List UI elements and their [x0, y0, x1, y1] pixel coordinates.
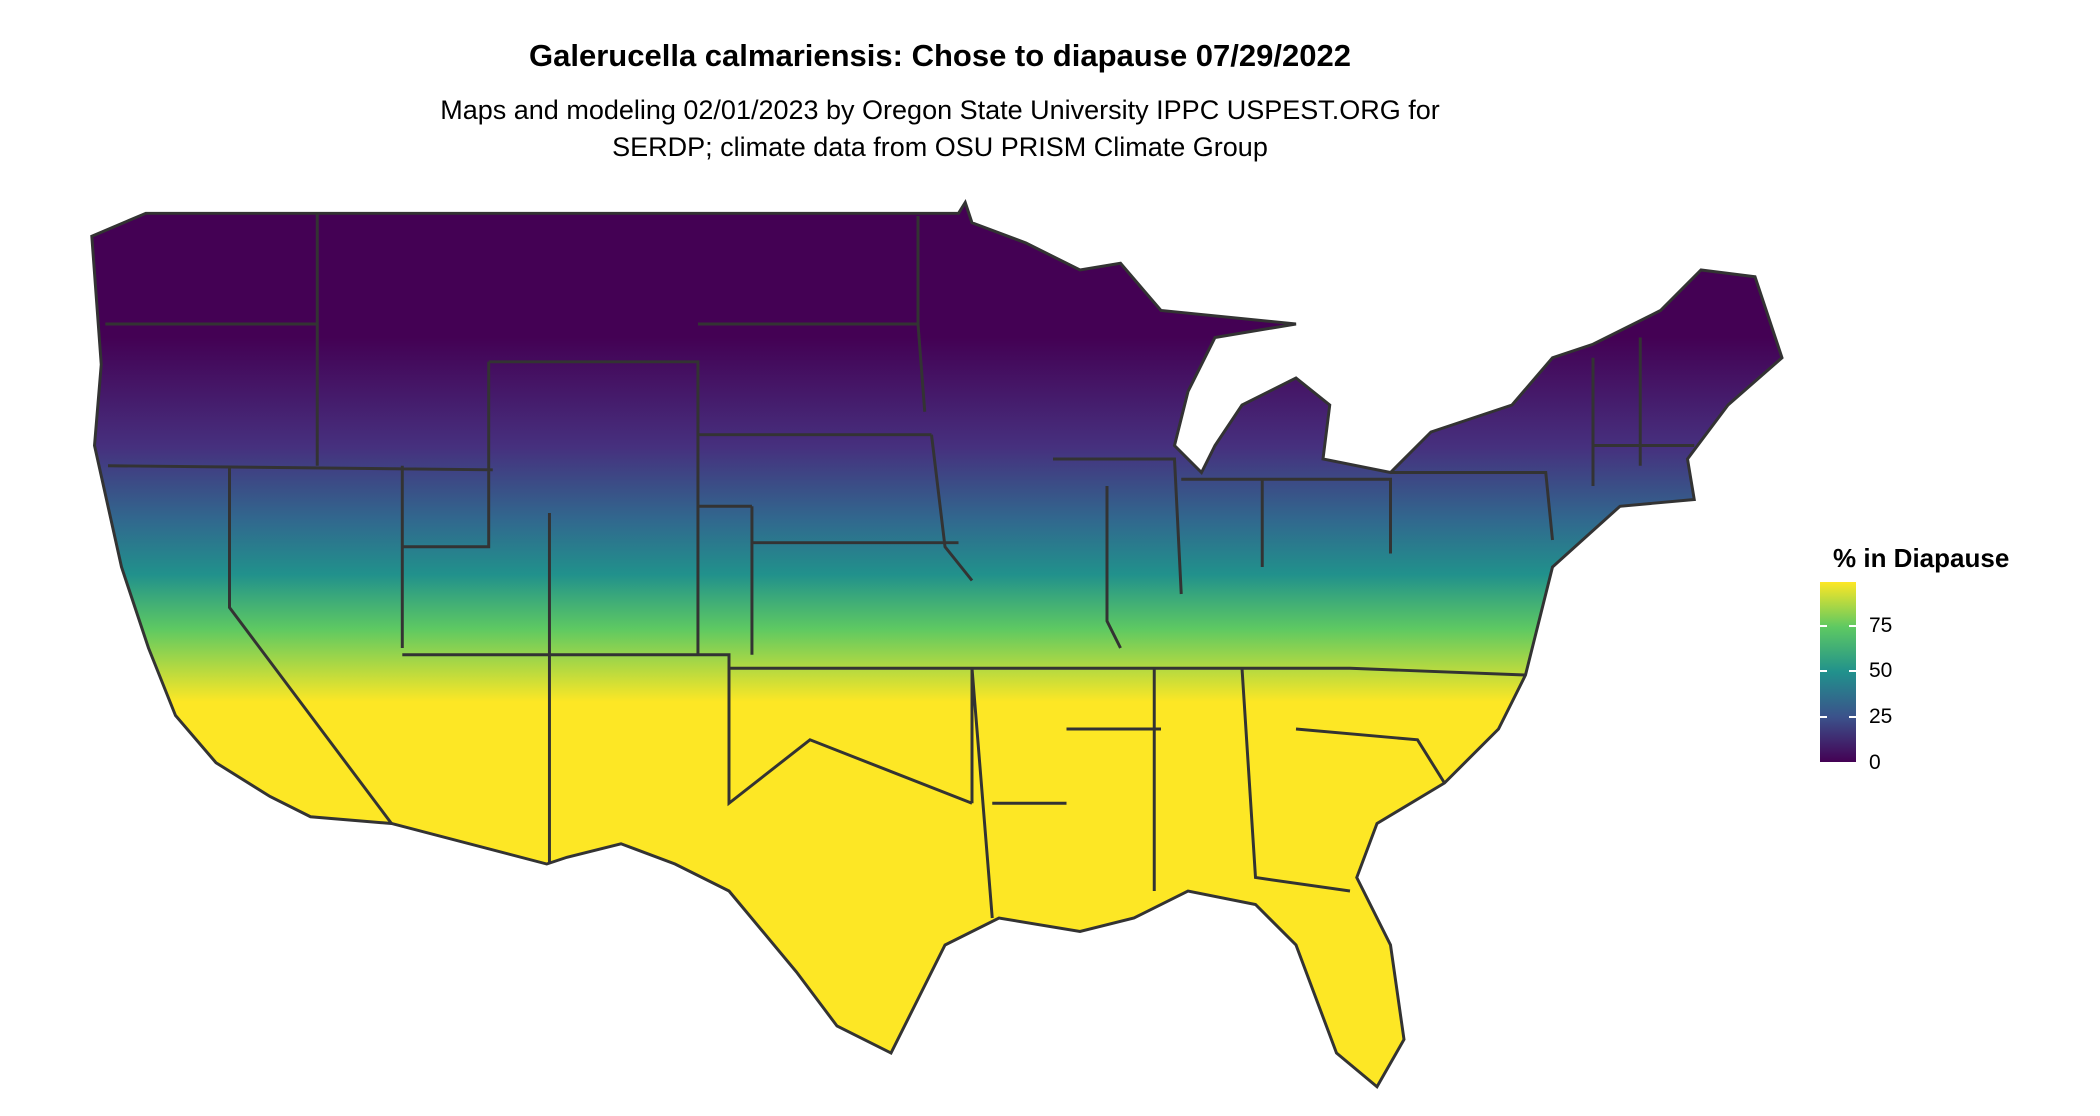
- legend-title: % in Diapause: [1833, 543, 2010, 573]
- us-outline: [90, 199, 1784, 1090]
- legend-label-0: 0: [1869, 751, 1881, 774]
- legend-label-25: 25: [1869, 705, 1893, 728]
- chart-subtitle-line-2: SERDP; climate data from OSU PRISM Clima…: [612, 132, 1268, 162]
- legend-tick-25: [1820, 716, 1856, 718]
- legend-color-bar: [1820, 582, 1856, 762]
- chart-title: Galerucella calmariensis: Chose to diapa…: [529, 38, 1351, 73]
- legend-tick-75: [1820, 625, 1856, 627]
- chart-subtitle-line-1: Maps and modeling 02/01/2023 by Oregon S…: [440, 95, 1440, 125]
- legend-tick-50: [1820, 670, 1856, 672]
- state-boundaries: [105, 213, 1695, 919]
- legend-label-75: 75: [1869, 614, 1893, 637]
- legend-label-50: 50: [1869, 659, 1893, 682]
